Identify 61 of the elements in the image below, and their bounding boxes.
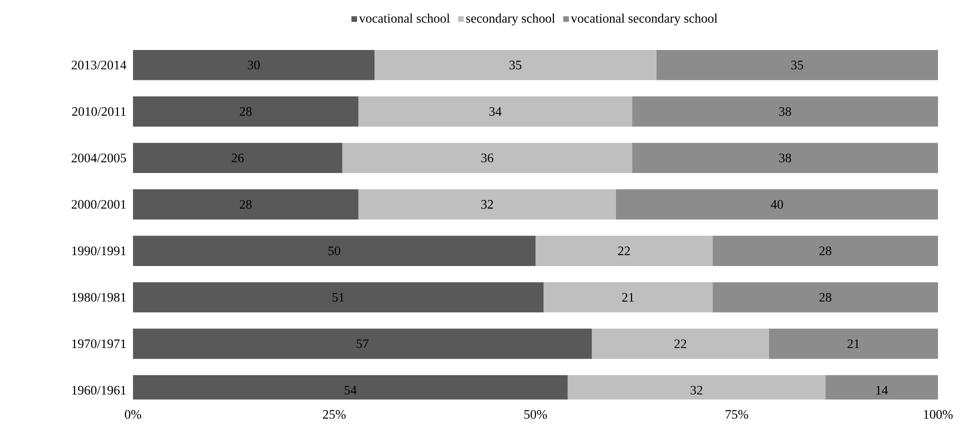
legend-label: secondary school [466,14,555,26]
bar [632,96,938,127]
data-label: 22 [618,246,630,256]
bar [374,50,656,80]
data-label: 32 [481,200,493,209]
data-label: 34 [489,107,502,116]
data-label: 54 [344,386,357,395]
y-tick-label: 2013/2014 [72,60,126,70]
bar [133,142,342,174]
data-label: 22 [674,339,686,348]
bar [133,282,544,312]
data-label: 38 [779,154,792,162]
bar [358,189,616,220]
y-tick-label: 1960/1961 [72,386,126,395]
bar [592,328,769,359]
y-tick-label: 1990/1991 [72,246,126,256]
data-label: 50 [328,246,340,256]
data-label: 38 [779,107,792,116]
y-tick-label: 2000/2001 [72,200,126,209]
bar [133,189,358,220]
data-label: 57 [356,339,369,348]
bar [656,50,938,80]
bar [133,236,536,266]
x-tick-label: 100% [924,410,953,419]
x-tick-label: 0% [124,410,142,419]
data-label: 51 [332,292,344,302]
data-label: 28 [819,246,832,256]
data-label: 26 [232,154,244,162]
legend-label: vocational school [359,14,450,23]
data-label: 36 [481,154,494,162]
x-tick-label: 50% [524,410,547,419]
bar [712,236,938,266]
x-tick-label: 25% [322,410,346,419]
x-tick-label: 75% [726,410,748,419]
data-label: 28 [240,200,252,209]
data-label: 40 [770,200,783,209]
data-label: 32 [690,386,702,395]
data-label: 21 [622,293,634,302]
bar [712,282,938,312]
data-label: 35 [510,60,522,70]
data-label: 28 [240,107,252,116]
bar [544,282,713,312]
bar [342,142,632,174]
y-tick-label: 2004/2005 [72,154,126,162]
data-label: 30 [248,60,260,70]
bar [358,96,632,127]
bar [768,328,938,359]
bar [133,50,375,80]
data-label: 28 [819,292,832,302]
bar [616,189,938,220]
data-label: 14 [876,386,888,394]
bar [133,96,358,127]
y-tick-label: 2010/2011 [72,107,126,116]
y-tick-label: 1970/1971 [72,339,126,348]
legend-label: vocational secondary school [570,14,718,26]
bar [133,328,592,359]
data-label: 21 [848,339,860,348]
bar [536,236,713,266]
data-label: 35 [791,60,804,70]
bar [632,142,938,174]
y-tick-label: 1980/1981 [72,292,126,302]
